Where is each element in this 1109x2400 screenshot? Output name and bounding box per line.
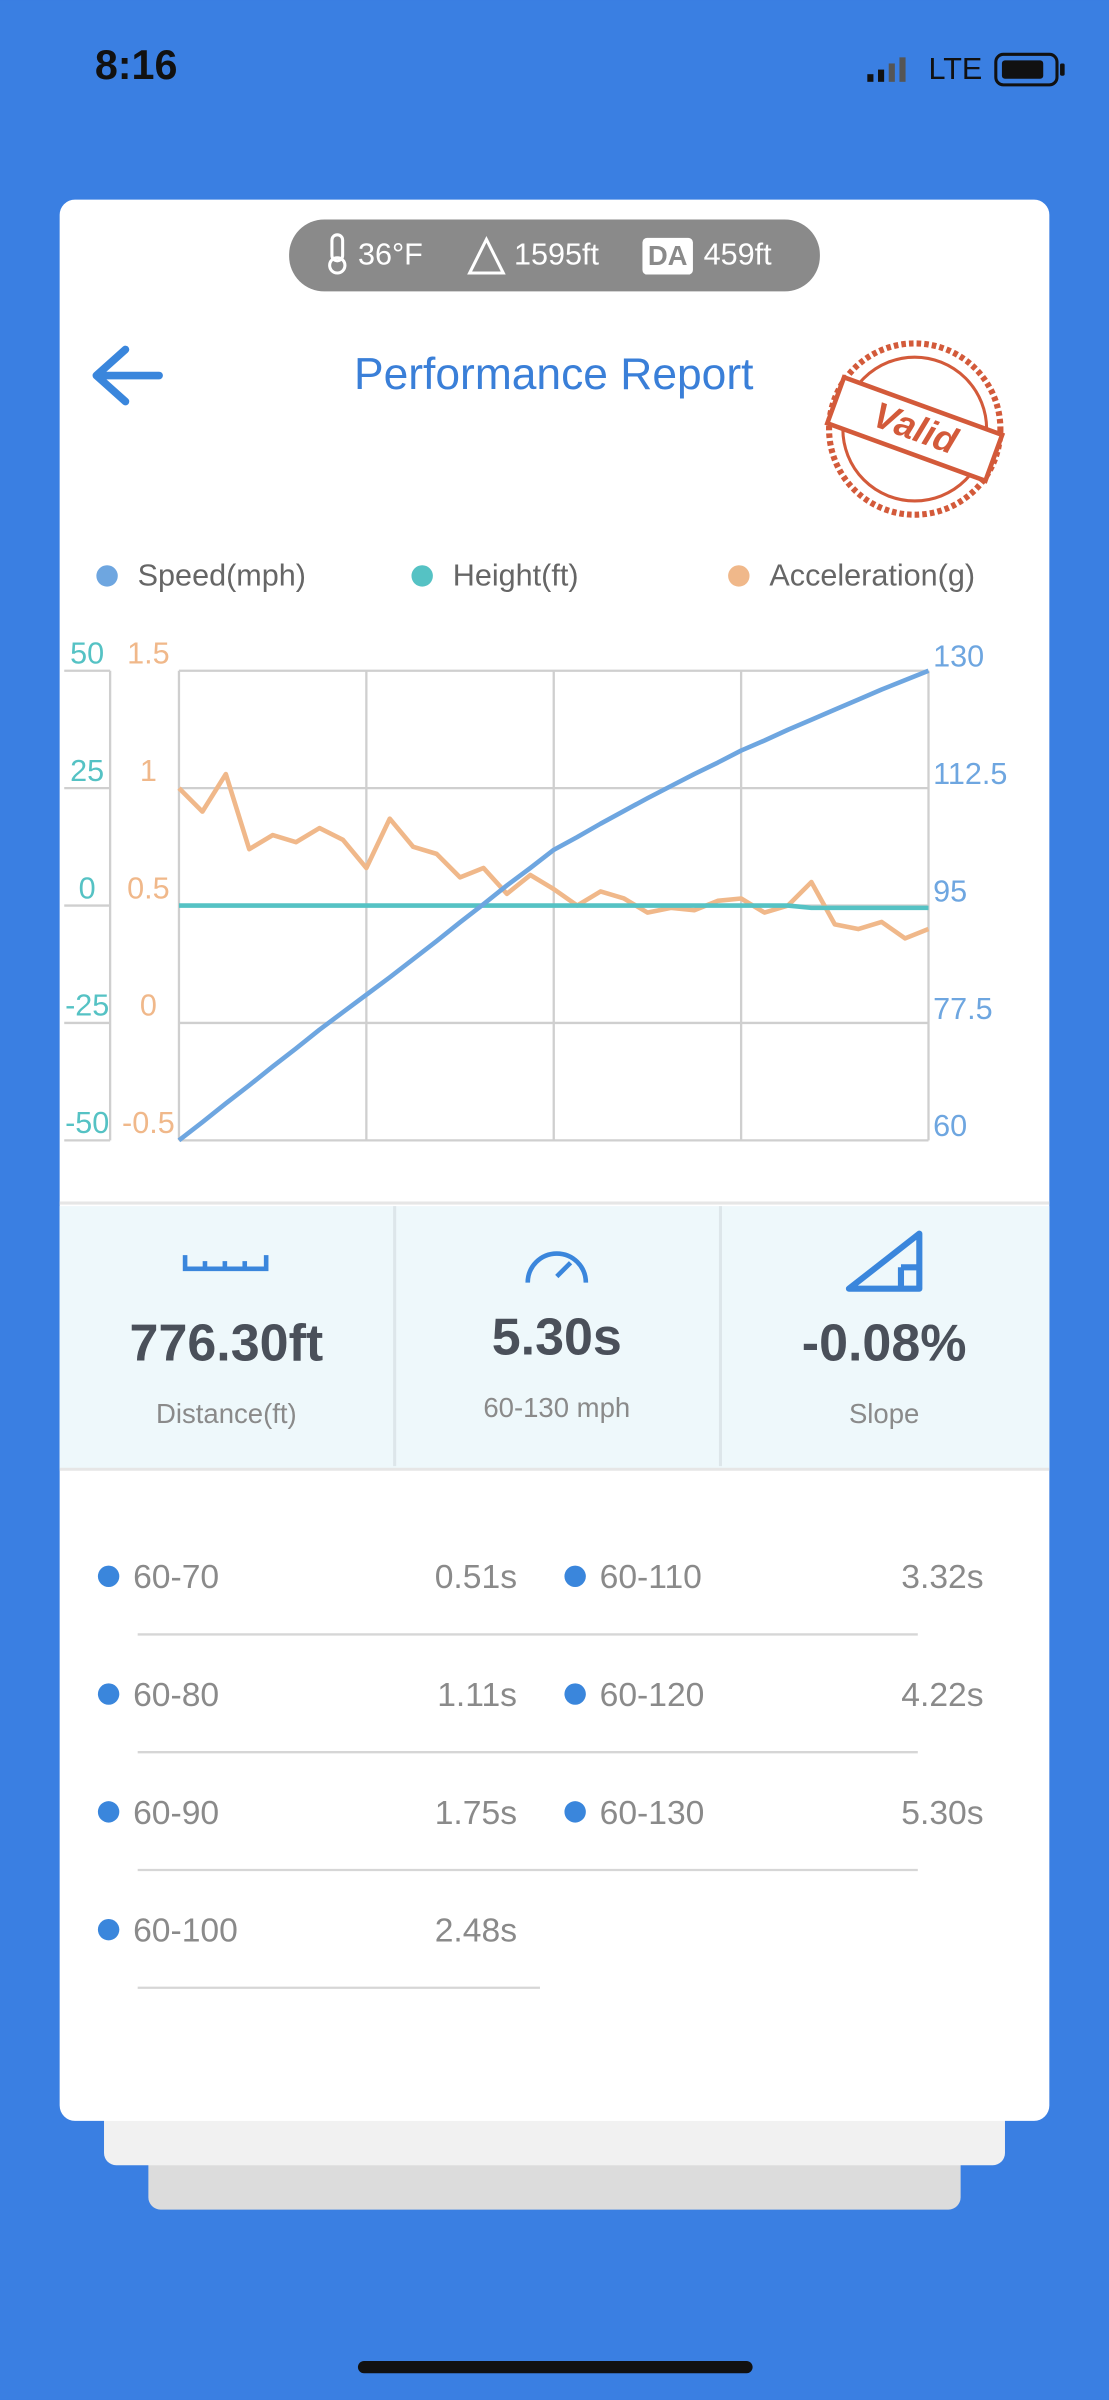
split-dot bbox=[564, 1565, 586, 1588]
y2-tick-label: 112.5 bbox=[933, 757, 1007, 791]
card bbox=[59, 199, 1050, 2121]
slope-icon bbox=[845, 1230, 923, 1292]
legend-swatch bbox=[96, 565, 118, 587]
legend-label: Acceleration(g) bbox=[769, 559, 975, 593]
stats: 776.30ft Distance(ft) 5.30s 60-130 mph -0.08… bbox=[130, 1308, 967, 1428]
y-tick-label: -50 bbox=[65, 1106, 109, 1140]
split-range: 60-120 bbox=[600, 1677, 705, 1714]
splits-list: 60-70 0.51s 60-80 1.11s 60-90 1.75s 60-100 2.48… bbox=[97, 1559, 984, 1989]
valid-stamp: Valid bbox=[824, 340, 1006, 518]
split-range: 60-130 bbox=[600, 1795, 705, 1832]
stat-label: Slope bbox=[849, 1398, 919, 1429]
split-time: 1.75s bbox=[435, 1795, 517, 1832]
altitude: 1595ft bbox=[514, 237, 600, 271]
da-badge bbox=[642, 237, 693, 275]
legend-swatch bbox=[728, 565, 750, 587]
stat-value: -0.08% bbox=[802, 1315, 967, 1373]
series-line bbox=[177, 668, 930, 1143]
y-tick-label: 50 bbox=[70, 637, 104, 671]
split-range: 60-100 bbox=[133, 1913, 238, 1950]
y3-tick-label: 0.5 bbox=[127, 871, 170, 905]
legend-swatch bbox=[411, 565, 433, 587]
split-time: 2.48s bbox=[435, 1913, 517, 1950]
y-tick-label: 0 bbox=[79, 871, 96, 905]
signal-icon bbox=[867, 57, 906, 82]
split-dot bbox=[564, 1801, 586, 1823]
legend-label: Height(ft) bbox=[453, 559, 579, 593]
stat-label: Distance(ft) bbox=[156, 1398, 297, 1429]
stat-label: 60-130 mph bbox=[483, 1392, 630, 1423]
density-altitude: 459ft bbox=[704, 237, 773, 271]
split-time: 0.51s bbox=[435, 1559, 517, 1596]
y3-tick-label: 1.5 bbox=[127, 637, 170, 671]
mountain-icon bbox=[467, 235, 506, 275]
split-dot bbox=[97, 1683, 120, 1705]
split-time: 5.30s bbox=[901, 1795, 983, 1832]
clock: 8:16 bbox=[95, 42, 178, 88]
temperature: 36°F bbox=[358, 237, 423, 271]
split-time: 4.22s bbox=[901, 1677, 983, 1714]
stats-panel bbox=[59, 1206, 1050, 1470]
split-range: 60-90 bbox=[133, 1795, 219, 1832]
battery-icon bbox=[994, 52, 1065, 87]
back-button[interactable] bbox=[92, 345, 163, 406]
y2-tick-label: 60 bbox=[933, 1109, 967, 1143]
y3-tick-label: 1 bbox=[140, 754, 157, 788]
stat-value: 5.30s bbox=[492, 1308, 622, 1366]
home-indicator bbox=[357, 2361, 753, 2374]
series-line bbox=[178, 903, 929, 911]
split-range: 60-80 bbox=[133, 1677, 219, 1714]
y2-tick-label: 130 bbox=[933, 640, 984, 674]
y-tick-label: -25 bbox=[65, 989, 109, 1023]
thermometer-icon bbox=[328, 233, 347, 275]
y3-tick-label: -0.5 bbox=[122, 1106, 175, 1140]
ruler-icon bbox=[182, 1255, 269, 1272]
y-tick-label: 25 bbox=[70, 754, 104, 788]
split-range: 60-70 bbox=[133, 1559, 219, 1596]
gauge-icon bbox=[525, 1251, 589, 1283]
split-range: 60-110 bbox=[600, 1559, 702, 1596]
network-label: LTE bbox=[929, 52, 983, 86]
split-time: 3.32s bbox=[901, 1559, 983, 1596]
y3-tick-label: 0 bbox=[140, 989, 157, 1023]
split-time: 1.11s bbox=[437, 1677, 517, 1714]
split-dot bbox=[97, 1565, 120, 1588]
chart: Speed(mph) Height(ft) Acceleration(g) 60 77.… bbox=[64, 559, 1007, 1143]
y2-tick-label: 95 bbox=[933, 874, 967, 908]
y2-tick-label: 77.5 bbox=[933, 992, 993, 1026]
stat-value: 776.30ft bbox=[130, 1315, 324, 1373]
split-dot bbox=[97, 1918, 120, 1941]
series-line bbox=[177, 771, 930, 941]
legend-label: Speed(mph) bbox=[138, 559, 306, 593]
split-dot bbox=[564, 1683, 586, 1705]
da-badge-label: DA bbox=[648, 240, 688, 271]
page-title: Performance Report bbox=[354, 350, 753, 399]
split-dot bbox=[97, 1801, 120, 1823]
